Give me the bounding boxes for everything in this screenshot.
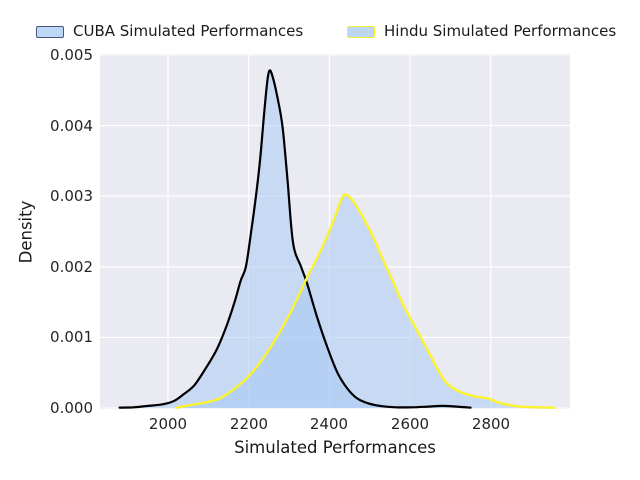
legend-swatch-cuba <box>36 25 64 38</box>
x-axis-label: Simulated Performances <box>234 438 436 457</box>
y-tick-label: 0.002 <box>50 258 93 276</box>
y-tick-label: 0.004 <box>50 117 93 135</box>
kde-chart-svg <box>100 54 570 409</box>
x-tick-label: 2600 <box>390 415 430 433</box>
x-tick-label: 2200 <box>229 415 269 433</box>
y-tick-label: 0.001 <box>50 328 93 346</box>
y-tick-label: 0.003 <box>50 187 93 205</box>
density-curve-hindu <box>174 193 556 409</box>
y-axis-label: Density <box>16 200 36 264</box>
plot-area <box>100 54 570 409</box>
y-tick-label: 0.005 <box>50 46 93 64</box>
legend-item-hindu: Hindu Simulated Performances <box>347 22 616 41</box>
x-tick-label: 2000 <box>148 415 188 433</box>
legend-label-cuba: CUBA Simulated Performances <box>73 22 304 40</box>
density-curve-cuba <box>118 69 472 409</box>
x-tick-label: 2800 <box>471 415 511 433</box>
legend-swatch-hindu <box>347 25 375 38</box>
legend-item-cuba: CUBA Simulated Performances <box>36 22 303 41</box>
y-tick-label: 0.000 <box>50 399 93 417</box>
density-fill-hindu <box>176 194 555 408</box>
x-tick-label: 2400 <box>309 415 349 433</box>
legend-label-hindu: Hindu Simulated Performances <box>384 22 617 40</box>
